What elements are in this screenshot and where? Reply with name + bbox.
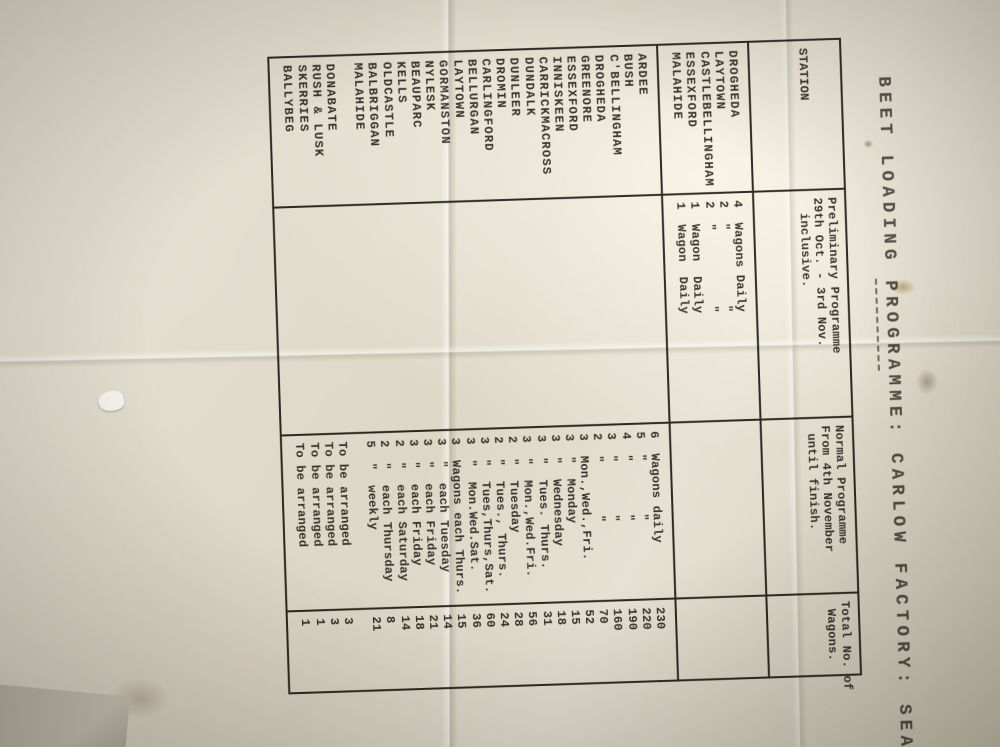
total-wagons-value: 52 xyxy=(581,609,597,625)
total-wagons-value: 31 xyxy=(539,610,554,626)
preliminary-total-blank xyxy=(675,595,770,681)
total-wagons-value: 18 xyxy=(553,610,568,626)
total-wagons-value: 24 xyxy=(496,611,512,628)
total-wagons-value: 36 xyxy=(468,612,483,629)
total-wagons-value: 14 xyxy=(397,615,412,631)
total-wagons-values: 230 220 190 160 70 52 15 18 31 56 28 24 60 36 15 14 21 18… xyxy=(286,598,679,694)
total-wagons-value: 3 xyxy=(340,617,356,626)
total-wagons-value: 28 xyxy=(510,611,526,627)
paper-tear-fleck xyxy=(98,390,125,411)
column-header-station: STATION xyxy=(747,38,845,192)
total-wagons-value: 56 xyxy=(525,611,540,627)
total-wagons-value: 1 xyxy=(312,618,327,627)
total-wagons-value: 220 xyxy=(638,607,654,631)
total-wagons-value: 70 xyxy=(596,608,611,625)
total-wagons-value: 18 xyxy=(411,614,427,631)
normal-station-list: ARDEE BUSH C'BELLINGHAM DROGHEDA GREENORE ESS… xyxy=(268,44,663,208)
total-wagons-value: 15 xyxy=(454,613,469,629)
normal-programme-entries: 6 Wagons daily 5 " " 4 " " 3 " " 2 " " 3 Mon.… xyxy=(280,422,676,612)
total-header-line-1: Total No. of xyxy=(837,600,855,691)
total-wagons-value: 15 xyxy=(567,609,583,626)
total-wagons-value: 230 xyxy=(652,606,668,630)
normal-prelim-blank xyxy=(273,194,670,436)
total-wagons-value: 3 xyxy=(326,617,341,626)
column-header-total-wagons: Total No. of Wagons. xyxy=(766,592,862,691)
total-wagons-value: 21 xyxy=(425,614,441,630)
title-underline xyxy=(874,278,880,371)
document-content-rotated: BEET LOADING PROGRAMME: CARLOW FACTORY: … xyxy=(22,0,950,747)
total-wagons-value: 21 xyxy=(369,616,384,632)
preliminary-normal-blank xyxy=(669,419,767,599)
preliminary-programme-entries: 4 Wagons Daily 2 " " 2 " " 1 Wagon Daily 1 W… xyxy=(662,191,761,423)
column-header-normal-programme: Normal Programme From 4th November until… xyxy=(760,416,859,596)
preliminary-station-list: DROGHEDA LAYTOWN CASTLEBELLINGHAM ESSEXFORD… xyxy=(657,41,753,195)
beet-loading-programme-table: STATION Preliminary Programme 29th Oct. … xyxy=(267,38,862,695)
total-header-line-2: Wagons. xyxy=(823,601,840,662)
total-wagons-value: 190 xyxy=(624,607,640,631)
document-title: BEET LOADING PROGRAMME: CARLOW FACTORY: … xyxy=(873,76,922,747)
total-wagons-value: 1 xyxy=(298,618,313,627)
column-header-preliminary-programme: Preliminary Programme 29th Oct. - 3rd No… xyxy=(752,188,853,420)
total-wagons-value: 160 xyxy=(610,608,625,632)
table-row-normal-block: ARDEE BUSH C'BELLINGHAM DROGHEDA GREENORE ESS… xyxy=(268,44,679,694)
total-wagons-value: 60 xyxy=(482,612,498,628)
total-wagons-value: 14 xyxy=(440,613,455,630)
